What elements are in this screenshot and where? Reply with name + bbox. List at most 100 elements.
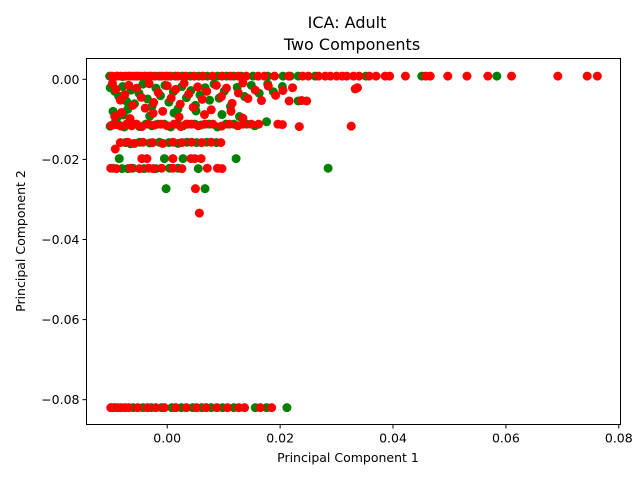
data-point-series-2-177 <box>223 403 233 413</box>
data-point-series-1-112 <box>231 154 241 164</box>
y-tick-label: −0.04 <box>41 232 79 247</box>
data-point-series-2-15 <box>173 71 183 81</box>
data-point-series-1-123 <box>161 184 171 194</box>
data-point-series-2-88 <box>284 96 294 106</box>
data-point-series-2-140 <box>206 137 216 147</box>
data-point-series-2-68 <box>175 99 185 109</box>
data-point-series-2-136 <box>168 137 178 147</box>
data-point-series-2-126 <box>174 112 184 122</box>
data-point-series-2-138 <box>186 137 196 147</box>
data-point-series-2-91 <box>302 96 312 106</box>
data-point-series-2-151 <box>126 163 136 173</box>
data-point-series-2-67 <box>171 84 181 94</box>
data-point-series-2-124 <box>125 114 135 124</box>
data-point-series-2-109 <box>193 121 203 131</box>
x-tick-label: 0.02 <box>266 431 294 446</box>
data-point-series-2-170 <box>151 403 161 413</box>
y-tick-label: −0.06 <box>41 312 79 327</box>
data-point-series-2-105 <box>169 119 179 129</box>
data-point-series-2-83 <box>250 85 260 95</box>
data-point-series-2-39 <box>371 71 381 81</box>
data-point-series-2-157 <box>177 164 187 174</box>
data-point-series-2-113 <box>224 119 234 129</box>
data-point-series-2-73 <box>197 94 207 104</box>
data-point-series-2-167 <box>124 403 134 413</box>
data-point-series-2-110 <box>200 119 210 129</box>
data-point-series-2-137 <box>177 138 187 148</box>
data-point-series-1-140 <box>282 403 292 413</box>
data-point-series-2-55 <box>120 90 130 100</box>
data-point-series-2-145 <box>168 154 178 164</box>
data-point-series-2-84 <box>256 96 266 106</box>
x-axis-label: Principal Component 1 <box>277 450 419 465</box>
data-point-series-2-173 <box>181 403 191 413</box>
data-point-series-2-172 <box>171 403 181 413</box>
data-point-series-2-61 <box>144 79 154 89</box>
data-point-series-2-150 <box>111 164 121 174</box>
y-axis-label: Principal Component 2 <box>13 170 28 312</box>
data-point-series-2-49 <box>553 71 563 81</box>
data-point-series-2-65 <box>162 81 172 91</box>
data-point-series-2-44 <box>425 71 435 81</box>
data-point-series-1-110 <box>159 154 169 164</box>
data-point-series-2-169 <box>142 403 152 413</box>
data-point-series-2-37 <box>354 71 364 81</box>
data-point-series-2-119 <box>277 120 287 130</box>
data-point-series-2-30 <box>314 71 323 81</box>
data-point-series-2-155 <box>157 163 167 173</box>
data-point-series-1-111 <box>178 154 188 164</box>
data-point-series-2-122 <box>110 112 120 122</box>
y-axis: −0.08 −0.06 −0.04 −0.02 0.00 <box>41 72 87 407</box>
y-tick-label: −0.08 <box>41 392 79 407</box>
x-axis: 0.00 0.02 0.04 0.06 0.08 <box>153 424 633 446</box>
data-point-series-2-130 <box>115 138 125 148</box>
x-tick-label: 0.08 <box>605 431 633 446</box>
data-point-series-2-77 <box>216 92 226 102</box>
data-point-series-2-160 <box>217 164 227 174</box>
data-point-series-2-164 <box>110 403 120 413</box>
data-point-series-2-17 <box>189 71 199 81</box>
data-point-series-2-22 <box>233 71 243 81</box>
data-point-series-2-123 <box>117 108 126 118</box>
data-point-series-2-156 <box>168 163 178 173</box>
data-point-series-2-141 <box>216 138 226 148</box>
data-point-series-2-53 <box>111 84 121 94</box>
data-point-series-2-121 <box>346 121 356 131</box>
y-tick-label: −0.02 <box>41 152 79 167</box>
data-point-series-2-144 <box>142 154 152 164</box>
data-point-series-2-19 <box>207 71 217 81</box>
data-point-series-2-11 <box>150 71 160 81</box>
data-point-series-2-41 <box>385 71 395 81</box>
data-point-series-2-111 <box>208 119 218 129</box>
data-point-series-1-52 <box>205 95 215 105</box>
data-point-series-2-132 <box>129 138 139 148</box>
data-point-series-2-168 <box>133 403 143 413</box>
data-point-series-1-28 <box>492 71 502 81</box>
data-point-series-1-96 <box>217 110 227 120</box>
data-point-series-2-171 <box>159 403 169 413</box>
data-point-series-2-47 <box>483 71 493 81</box>
data-point-series-2-25 <box>259 71 269 81</box>
data-point-series-2-181 <box>267 403 277 413</box>
data-point-series-2-20 <box>217 71 227 81</box>
data-point-series-2-120 <box>294 122 304 132</box>
data-point-series-2-180 <box>255 403 265 413</box>
data-point-series-2-139 <box>197 138 207 148</box>
x-tick-label: 0.00 <box>153 431 181 446</box>
data-point-series-2-142 <box>110 144 120 154</box>
data-point-series-2-134 <box>148 138 158 148</box>
data-point-series-2-154 <box>148 164 158 174</box>
data-point-series-2-42 <box>400 71 410 81</box>
data-point-series-2-125 <box>148 108 158 118</box>
data-point-series-2-85 <box>263 81 273 91</box>
data-point-series-2-58 <box>132 83 142 93</box>
data-point-series-2-82 <box>243 94 253 104</box>
y-tick-label: 0.00 <box>52 72 80 87</box>
data-point-series-2-131 <box>123 137 133 147</box>
data-point-series-2-162 <box>194 208 204 218</box>
data-point-series-2-135 <box>158 138 168 148</box>
data-point-series-2-148 <box>196 154 206 164</box>
data-point-series-2-74 <box>202 86 212 96</box>
data-point-series-2-63 <box>153 88 163 98</box>
data-point-series-2-100 <box>137 122 147 132</box>
